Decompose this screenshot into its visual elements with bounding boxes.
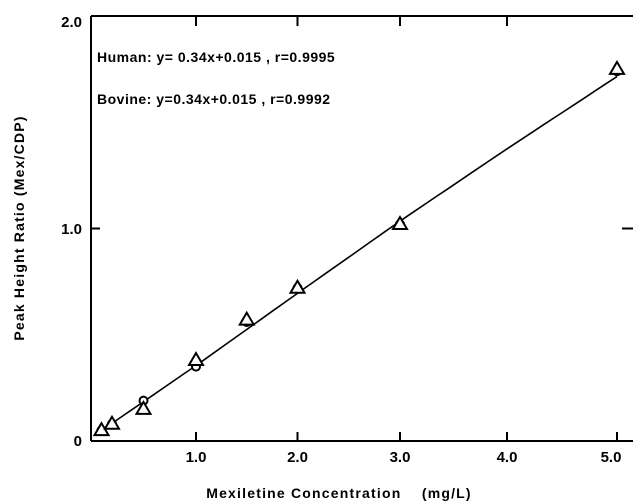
y-tick-label: 2.0 [61, 14, 82, 31]
bovine-data-point [103, 414, 121, 430]
x-tick-label: 1.0 [186, 449, 207, 466]
x-tick-label: 3.0 [390, 449, 411, 466]
bovine-data-point [238, 310, 256, 326]
bovine-data-point [391, 215, 409, 231]
x-axis-title: Mexiletine Concentration (mg/L) [206, 485, 472, 501]
bovine-data-point [187, 351, 205, 367]
plot-frame [90, 15, 633, 442]
fit-line-layer [101, 75, 618, 432]
bovine-data-point [134, 399, 153, 415]
x-tick-label: 4.0 [497, 449, 518, 466]
x-tick-label: 2.0 [287, 449, 308, 466]
y-axis: 0 1.0 2.0 [61, 14, 633, 450]
regression-line [101, 75, 618, 432]
y-tick-label: 1.0 [61, 221, 82, 238]
annotation-human: Human: y= 0.34x+0.015 , r=0.9995 [97, 49, 335, 65]
y-tick-label: 0 [74, 433, 82, 450]
x-axis: 1.0 2.0 3.0 4.0 5.0 [186, 16, 622, 466]
annotation-bovine: Bovine: y=0.34x+0.015 , r=0.9992 [97, 91, 331, 107]
bovine-data-point [288, 278, 307, 294]
data-points-layer [92, 59, 626, 437]
y-axis-title: Peak Height Ratio (Mex/CDP) [11, 115, 27, 340]
bovine-data-point [608, 59, 626, 75]
x-tick-label: 5.0 [601, 449, 622, 466]
